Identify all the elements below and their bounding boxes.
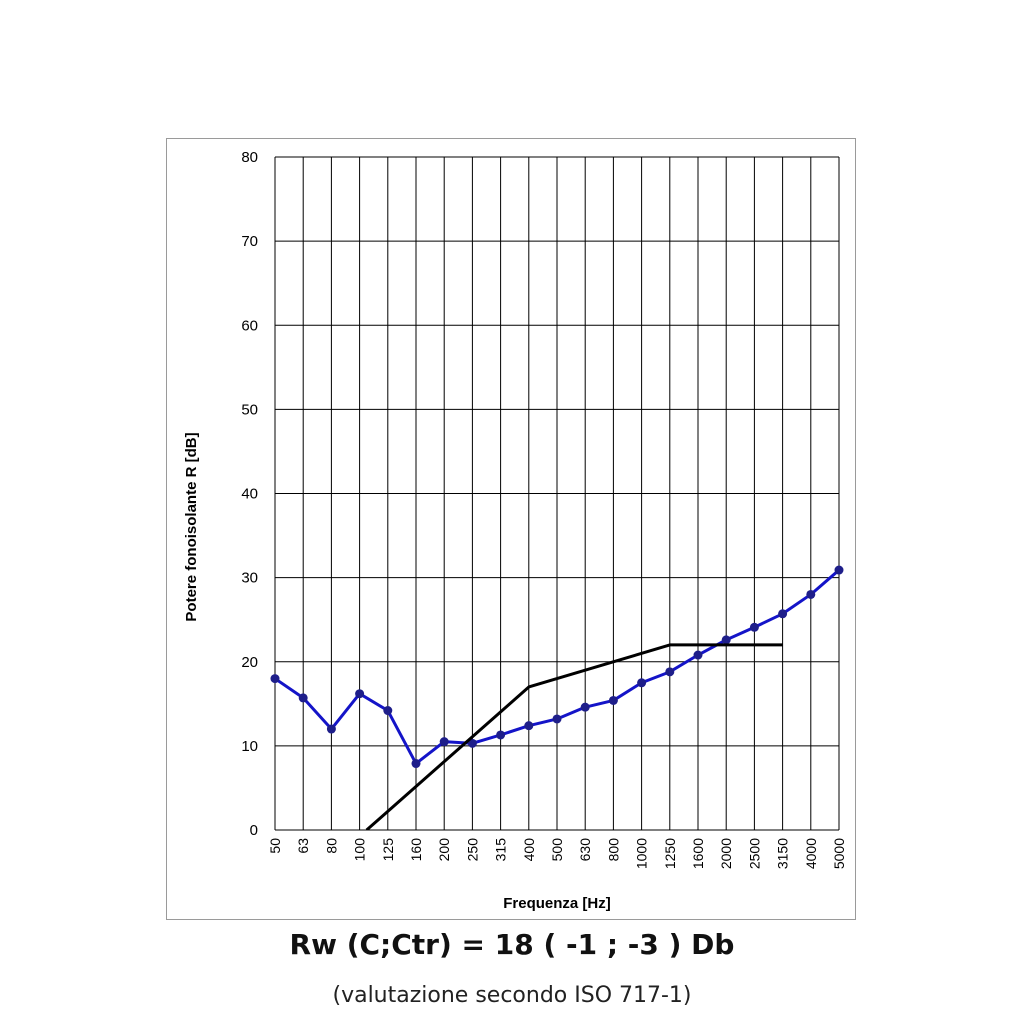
y-axis-label: Potere fonoisolante R [dB] (183, 432, 200, 621)
x-tick-labels: 50 63 80 100 125 160 200 250 315 400 500 630 800 1000… (267, 838, 847, 869)
data-point (326, 724, 336, 734)
data-point (383, 706, 393, 716)
x-tick-label: 63 (295, 838, 311, 854)
x-tick-label: 80 (323, 838, 339, 854)
y-tick-label: 30 (241, 570, 258, 587)
y-tick-label: 80 (241, 149, 258, 166)
data-point (270, 674, 280, 684)
data-point (721, 635, 731, 645)
data-point (439, 737, 449, 747)
data-point (467, 738, 477, 748)
data-point (608, 695, 618, 705)
y-tick-labels: 0 10 20 30 40 50 60 70 80 (241, 149, 258, 839)
y-tick-label: 70 (241, 233, 258, 250)
iso-caption: (valutazione secondo ISO 717-1) (332, 983, 692, 1008)
data-point (637, 678, 647, 688)
data-point (806, 589, 816, 599)
y-tick-label: 50 (241, 401, 258, 418)
y-tick-label: 20 (241, 654, 258, 671)
y-tick-label: 0 (250, 822, 258, 839)
data-point (834, 565, 844, 575)
y-tick-label: 40 (241, 486, 258, 503)
x-tick-label: 2000 (718, 838, 734, 869)
data-point (524, 721, 534, 731)
data-point (580, 702, 590, 712)
x-tick-label: 1000 (634, 838, 650, 869)
x-tick-label: 3150 (775, 838, 791, 869)
x-tick-label: 125 (380, 838, 396, 862)
chart-frame (166, 138, 856, 920)
y-tick-label: 60 (241, 317, 258, 334)
grid (274, 156, 840, 831)
x-tick-label: 5000 (831, 838, 847, 869)
data-point (693, 650, 703, 660)
x-tick-label: 800 (605, 838, 621, 862)
series-layer (270, 565, 844, 830)
x-tick-label: 160 (408, 838, 424, 862)
x-tick-label: 2500 (746, 838, 762, 869)
x-tick-label: 500 (549, 838, 565, 862)
series-line-reference (365, 643, 783, 830)
x-tick-label: 315 (493, 838, 509, 862)
x-tick-label: 250 (464, 838, 480, 862)
x-tick-label: 1600 (690, 838, 706, 869)
data-point (496, 730, 506, 740)
data-point (778, 609, 788, 619)
x-tick-label: 1250 (662, 838, 678, 869)
x-tick-label: 50 (267, 838, 283, 854)
data-point (298, 693, 308, 703)
rw-formula: Rw (C;Ctr) = 18 ( -1 ; -3 ) Db (289, 928, 735, 961)
data-point (355, 689, 365, 699)
x-tick-label: 630 (577, 838, 593, 862)
data-point (749, 622, 759, 632)
data-point (665, 667, 675, 677)
x-tick-label: 4000 (803, 838, 819, 869)
x-tick-label: 400 (521, 838, 537, 862)
x-tick-label: 200 (436, 838, 452, 862)
x-tick-label: 100 (352, 838, 368, 862)
data-point (552, 714, 562, 724)
y-tick-label: 10 (241, 738, 258, 755)
data-point (411, 759, 421, 769)
x-axis-label: Frequenza [Hz] (503, 895, 611, 912)
